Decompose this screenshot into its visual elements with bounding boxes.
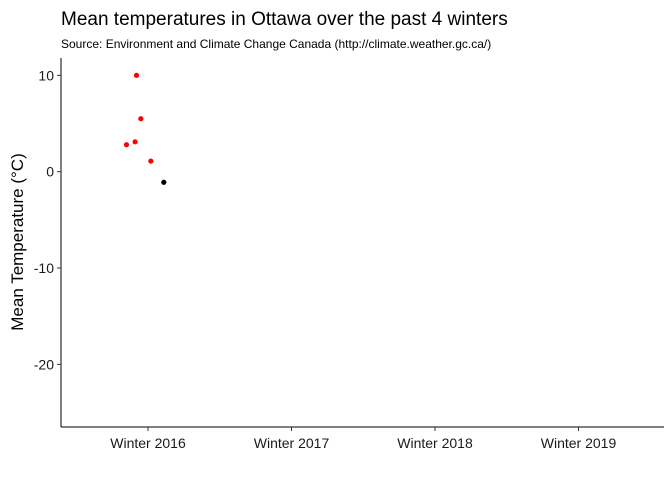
y-tick-label: -20: [34, 356, 54, 372]
chart-title: Mean temperatures in Ottawa over the pas…: [61, 9, 508, 30]
x-tick-label: Winter 2016: [110, 435, 186, 451]
data-point: [123, 142, 130, 148]
data-point: [132, 139, 138, 145]
y-tick-label: 10: [38, 67, 54, 83]
x-tick-label: Winter 2018: [397, 435, 473, 451]
data-point: [148, 158, 154, 164]
y-tick-label: -10: [34, 260, 54, 276]
data-point: [161, 179, 167, 185]
chart-subtitle: Source: Environment and Climate Change C…: [61, 37, 491, 51]
data-point: [133, 72, 140, 78]
x-tick-label: Winter 2019: [541, 435, 617, 451]
y-axis-title: Mean Temperature (°C): [8, 153, 27, 331]
data-points: [123, 72, 167, 185]
x-tick-label: Winter 2017: [254, 435, 330, 451]
x-axis-ticks: Winter 2016 Winter 2017 Winter 2018 Winter …: [110, 427, 616, 451]
y-axis-ticks: 10 0 -10 -20: [34, 67, 61, 372]
y-tick-label: 0: [46, 164, 54, 180]
data-point: [138, 116, 144, 122]
